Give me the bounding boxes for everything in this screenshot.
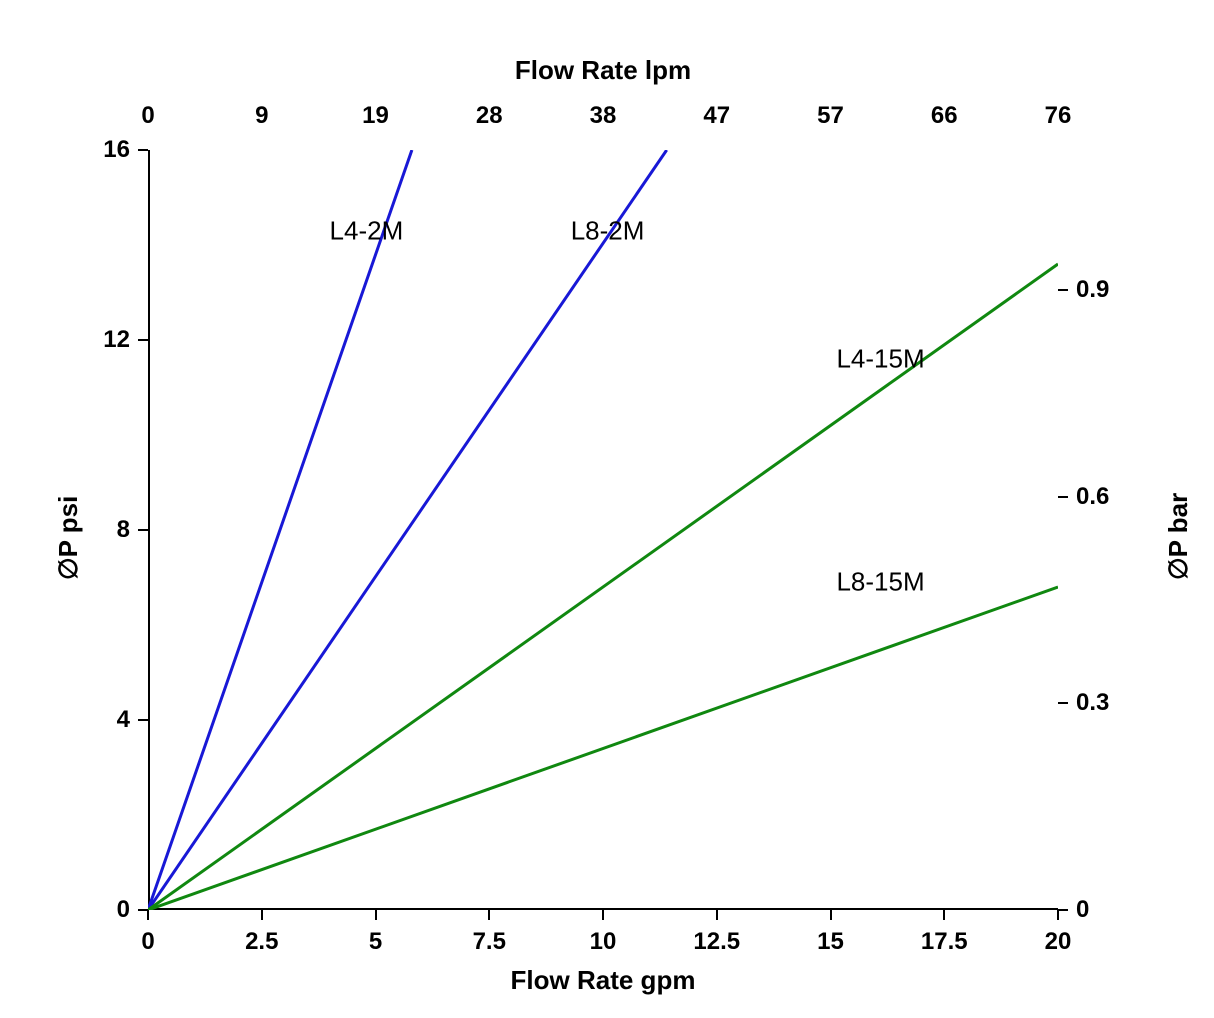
pressure-flow-chart: Flow Rate lpm Flow Rate gpm ∅P psi ∅P ba… bbox=[0, 0, 1214, 1018]
x-bottom-tick-label: 0 bbox=[141, 928, 154, 956]
x-bottom-tick bbox=[716, 910, 718, 920]
x-top-tick-label: 57 bbox=[817, 102, 844, 130]
x-top-tick-label: 47 bbox=[703, 102, 730, 130]
chart-lines bbox=[0, 0, 1214, 1018]
x-top-tick-label: 0 bbox=[141, 102, 154, 130]
series-label-L4-2M: L4-2M bbox=[330, 215, 404, 246]
series-label-L8-2M: L8-2M bbox=[571, 215, 645, 246]
y-right-tick bbox=[1058, 289, 1068, 291]
y-left-tick bbox=[138, 909, 148, 911]
y-left-tick bbox=[138, 719, 148, 721]
y-left-tick-label: 8 bbox=[117, 516, 130, 544]
x-bottom-tick bbox=[943, 910, 945, 920]
y-left-tick bbox=[138, 339, 148, 341]
x-bottom-tick bbox=[261, 910, 263, 920]
x-bottom-tick bbox=[830, 910, 832, 920]
x-bottom-tick-label: 17.5 bbox=[921, 928, 968, 956]
y-right-tick bbox=[1058, 702, 1068, 704]
y-right-tick-label: 0.9 bbox=[1076, 276, 1109, 304]
y-left-tick bbox=[138, 149, 148, 151]
x-top-tick-label: 9 bbox=[255, 102, 268, 130]
y-right-tick-label: 0 bbox=[1076, 896, 1089, 924]
x-bottom-tick-label: 5 bbox=[369, 928, 382, 956]
x-bottom-tick bbox=[602, 910, 604, 920]
x-top-tick-label: 19 bbox=[362, 102, 389, 130]
x-bottom-tick bbox=[488, 910, 490, 920]
x-top-tick-label: 76 bbox=[1045, 102, 1072, 130]
x-bottom-tick-label: 2.5 bbox=[245, 928, 278, 956]
series-line-L4-2M bbox=[148, 150, 412, 910]
series-label-L4-15M: L4-15M bbox=[836, 344, 924, 375]
series-line-L8-2M bbox=[148, 150, 667, 910]
y-left-tick-label: 0 bbox=[117, 896, 130, 924]
y-right-tick-label: 0.3 bbox=[1076, 689, 1109, 717]
y-left-tick-label: 16 bbox=[103, 136, 130, 164]
series-label-L8-15M: L8-15M bbox=[836, 567, 924, 598]
x-bottom-tick bbox=[147, 910, 149, 920]
x-bottom-tick-label: 15 bbox=[817, 928, 844, 956]
x-bottom-tick-label: 12.5 bbox=[693, 928, 740, 956]
x-bottom-tick bbox=[375, 910, 377, 920]
x-bottom-tick-label: 10 bbox=[590, 928, 617, 956]
y-right-tick bbox=[1058, 496, 1068, 498]
y-right-tick bbox=[1058, 909, 1068, 911]
series-line-L8-15M bbox=[148, 587, 1058, 910]
x-top-tick-label: 66 bbox=[931, 102, 958, 130]
y-left-tick bbox=[138, 529, 148, 531]
x-bottom-tick bbox=[1057, 910, 1059, 920]
y-left-tick-label: 12 bbox=[103, 326, 130, 354]
y-right-tick-label: 0.6 bbox=[1076, 483, 1109, 511]
x-top-tick-label: 28 bbox=[476, 102, 503, 130]
x-bottom-tick-label: 20 bbox=[1045, 928, 1072, 956]
x-top-tick-label: 38 bbox=[590, 102, 617, 130]
x-bottom-tick-label: 7.5 bbox=[473, 928, 506, 956]
y-left-tick-label: 4 bbox=[117, 706, 130, 734]
